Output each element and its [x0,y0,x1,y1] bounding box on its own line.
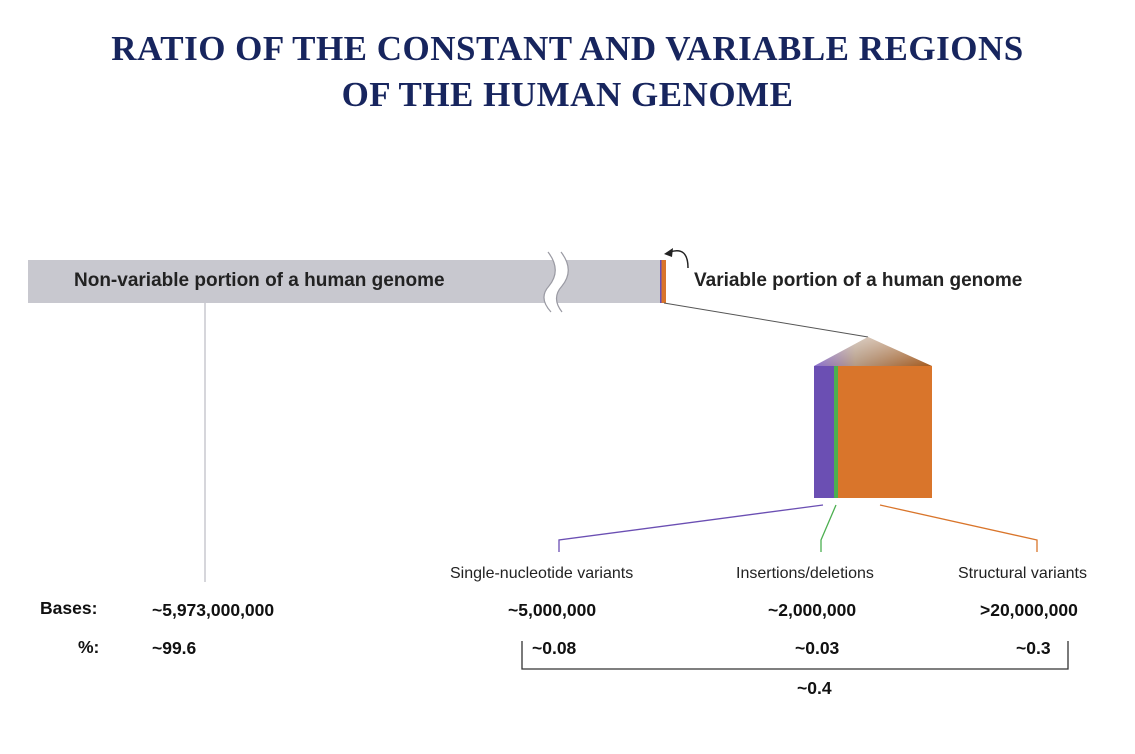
category-label-indel: Insertions/deletions [736,565,874,582]
category-label-snv: Single-nucleotide variants [450,565,634,582]
variable-sliver [660,260,666,303]
category-label-sv: Structural variants [958,565,1087,582]
nonvariable-bar-left [28,260,560,303]
indel-bases-value: ~2,000,000 [768,600,857,620]
sv-leader-line [879,504,1038,552]
bar-break-line-left [543,251,556,313]
indel-leader-line [820,504,837,552]
page-title: RATIO OF THE CONSTANT AND VARIABLE REGIO… [0,26,1135,118]
variable-pointer-arrowhead [664,248,673,257]
snv-leader-line [558,504,824,552]
zoom-connector-line [663,302,869,338]
nonvariable-label: Non-variable portion of a human genome [74,270,445,291]
indel-percent-value: ~0.03 [795,638,840,658]
variable-label: Variable portion of a human genome [694,270,1023,291]
percent-row-label: %: [78,637,100,657]
snv-bases-value: ~5,000,000 [508,600,597,620]
page-title-line-1: RATIO OF THE CONSTANT AND VARIABLE REGIO… [111,29,1024,68]
nonvariable-bar-right [556,260,660,303]
sv-percent-value: ~0.3 [1016,638,1051,658]
zoom-block-green [834,366,838,498]
bar-break-line-right [555,251,569,313]
variable-total-percent: ~0.4 [797,678,832,698]
bases-row-label: Bases: [40,598,98,618]
snv-percent-value: ~0.08 [532,638,577,658]
bar-break-mark [543,252,569,312]
variable-total-bracket [521,641,1069,670]
variable-pointer-arrow [669,250,689,269]
zoom-block-top-sheen [814,337,932,366]
page-title-line-2: OF THE HUMAN GENOME [341,75,794,114]
nonvariable-percent-value: ~99.6 [152,638,197,658]
sv-bases-value: >20,000,000 [980,600,1078,620]
zoom-block-orange [838,366,932,498]
variable-sliver-purple [660,260,662,303]
nonvariable-bases-value: ~5,973,000,000 [152,600,275,620]
zoom-block-purple [814,366,834,498]
